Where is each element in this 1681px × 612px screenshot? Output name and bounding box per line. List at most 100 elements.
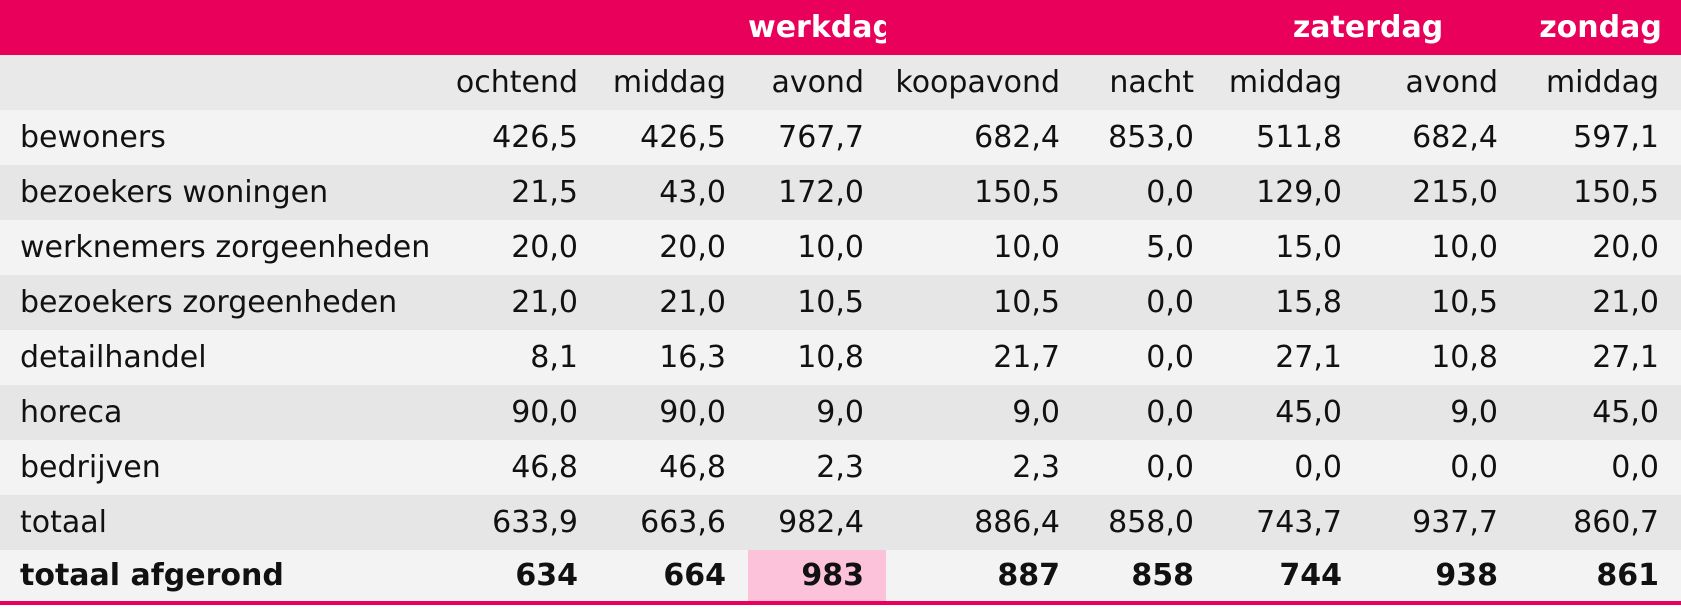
table-cell: 0,0 <box>1082 275 1216 330</box>
highlighted-max-cell: 983 <box>748 550 886 605</box>
table-cell: 150,5 <box>886 165 1082 220</box>
table-cell: 90,0 <box>450 385 600 440</box>
table-cell: 9,0 <box>1364 385 1521 440</box>
row-label: werknemers zorgeenheden <box>0 220 450 275</box>
group-header-zondag: zondag <box>1520 0 1681 55</box>
table-cell: 46,8 <box>600 440 748 495</box>
row-label: bedrijven <box>0 440 450 495</box>
table-cell: 767,7 <box>748 110 886 165</box>
table-cell: 8,1 <box>450 330 600 385</box>
group-header-zaterdag: zaterdag <box>1216 0 1521 55</box>
table-cell: 45,0 <box>1216 385 1364 440</box>
table-row: bezoekers woningen 21,5 43,0 172,0 150,5… <box>0 165 1681 220</box>
table-cell: 426,5 <box>600 110 748 165</box>
table-cell: 90,0 <box>600 385 748 440</box>
table-cell: 853,0 <box>1082 110 1216 165</box>
table-cell: 46,8 <box>450 440 600 495</box>
table-row: horeca 90,0 90,0 9,0 9,0 0,0 45,0 9,0 45… <box>0 385 1681 440</box>
column-header-row: ochtend middag avond koopavond nacht mid… <box>0 55 1681 110</box>
table-cell: 15,0 <box>1216 220 1364 275</box>
column-header: koopavond <box>886 55 1082 110</box>
table-cell: 9,0 <box>886 385 1082 440</box>
table-cell: 172,0 <box>748 165 886 220</box>
table-cell: 860,7 <box>1520 495 1681 550</box>
table-row: detailhandel 8,1 16,3 10,8 21,7 0,0 27,1… <box>0 330 1681 385</box>
table-cell: 0,0 <box>1082 385 1216 440</box>
table-cell: 27,1 <box>1216 330 1364 385</box>
table-cell: 21,5 <box>450 165 600 220</box>
column-header-empty <box>0 55 450 110</box>
table-cell: 21,0 <box>450 275 600 330</box>
table-cell: 597,1 <box>1520 110 1681 165</box>
column-header: avond <box>1364 55 1521 110</box>
table-cell: 0,0 <box>1364 440 1521 495</box>
column-header: ochtend <box>450 55 600 110</box>
column-header: middag <box>600 55 748 110</box>
table-cell: 938 <box>1364 550 1521 605</box>
table-cell: 10,8 <box>748 330 886 385</box>
row-label: totaal afgerond <box>0 550 450 605</box>
table-cell: 10,0 <box>886 220 1082 275</box>
table-cell: 937,7 <box>1364 495 1521 550</box>
rounded-totals-row: totaal afgerond 634 664 983 887 858 744 … <box>0 550 1681 605</box>
table-cell: 21,0 <box>600 275 748 330</box>
table-cell: 511,8 <box>1216 110 1364 165</box>
table-cell: 633,9 <box>450 495 600 550</box>
table-cell: 634 <box>450 550 600 605</box>
table-cell: 9,0 <box>748 385 886 440</box>
group-header-spacer <box>1082 0 1216 55</box>
table-cell: 10,5 <box>886 275 1082 330</box>
table-cell: 426,5 <box>450 110 600 165</box>
table-cell: 682,4 <box>1364 110 1521 165</box>
row-label: detailhandel <box>0 330 450 385</box>
group-header-row: werkdag zaterdag zondag <box>0 0 1681 55</box>
column-header: nacht <box>1082 55 1216 110</box>
table-cell: 20,0 <box>450 220 600 275</box>
table-cell: 129,0 <box>1216 165 1364 220</box>
table-cell: 2,3 <box>748 440 886 495</box>
table-cell: 15,8 <box>1216 275 1364 330</box>
table-cell: 21,0 <box>1520 275 1681 330</box>
table-cell: 27,1 <box>1520 330 1681 385</box>
table-cell: 21,7 <box>886 330 1082 385</box>
table-row: bewoners 426,5 426,5 767,7 682,4 853,0 5… <box>0 110 1681 165</box>
table-cell: 886,4 <box>886 495 1082 550</box>
table-row: werknemers zorgeenheden 20,0 20,0 10,0 1… <box>0 220 1681 275</box>
table-cell: 16,3 <box>600 330 748 385</box>
table-cell: 0,0 <box>1082 440 1216 495</box>
table-cell: 20,0 <box>1520 220 1681 275</box>
table-cell: 150,5 <box>1520 165 1681 220</box>
table-cell: 10,0 <box>748 220 886 275</box>
row-label: bezoekers zorgeenheden <box>0 275 450 330</box>
table-cell: 0,0 <box>1082 165 1216 220</box>
table-cell: 2,3 <box>886 440 1082 495</box>
table-cell: 663,6 <box>600 495 748 550</box>
table-cell: 664 <box>600 550 748 605</box>
table-cell: 861 <box>1520 550 1681 605</box>
table-cell: 20,0 <box>600 220 748 275</box>
table-cell: 0,0 <box>1520 440 1681 495</box>
row-label: horeca <box>0 385 450 440</box>
table-cell: 10,0 <box>1364 220 1521 275</box>
table-row: bezoekers zorgeenheden 21,0 21,0 10,5 10… <box>0 275 1681 330</box>
column-header: avond <box>748 55 886 110</box>
table-cell: 10,5 <box>748 275 886 330</box>
table-cell: 743,7 <box>1216 495 1364 550</box>
group-header-spacer <box>600 0 748 55</box>
row-label: totaal <box>0 495 450 550</box>
table-cell: 215,0 <box>1364 165 1521 220</box>
column-header: middag <box>1216 55 1364 110</box>
table-cell: 744 <box>1216 550 1364 605</box>
group-header-empty <box>0 0 450 55</box>
table-cell: 887 <box>886 550 1082 605</box>
table-cell: 5,0 <box>1082 220 1216 275</box>
group-header-spacer <box>450 0 600 55</box>
group-header-werkdag: werkdag <box>748 0 886 55</box>
group-header-spacer <box>886 0 1082 55</box>
table-cell: 858,0 <box>1082 495 1216 550</box>
row-label: bezoekers woningen <box>0 165 450 220</box>
table-cell: 982,4 <box>748 495 886 550</box>
table-cell: 682,4 <box>886 110 1082 165</box>
totals-row: totaal 633,9 663,6 982,4 886,4 858,0 743… <box>0 495 1681 550</box>
